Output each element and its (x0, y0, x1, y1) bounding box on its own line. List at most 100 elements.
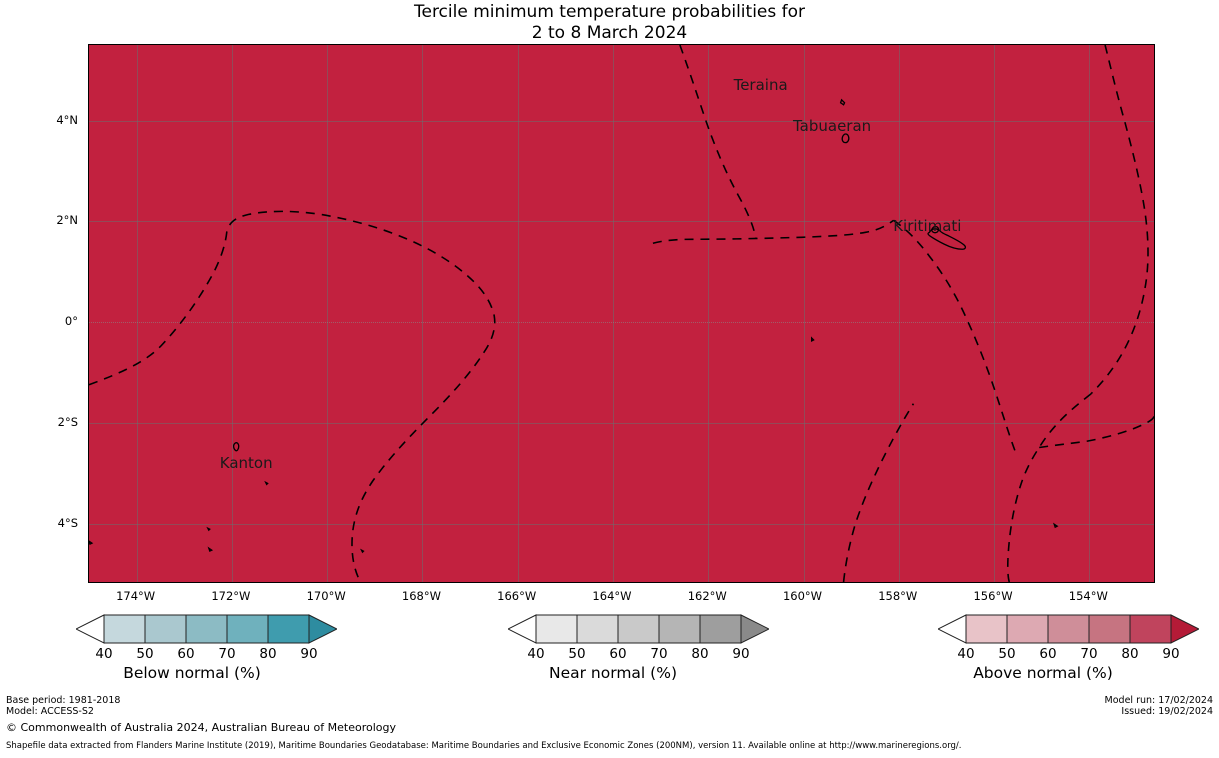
colorbar-bar-below (8, 614, 338, 646)
colorbar-high-cap (308, 614, 337, 644)
footer-left: Base period: 1981-2018 Model: ACCESS-S2 (6, 695, 120, 717)
colorbar-segment (658, 614, 701, 644)
colorbar-tick-label: 70 (650, 646, 668, 662)
colorbar-low-cap (76, 614, 105, 644)
horizontal-gridline (89, 422, 1154, 424)
island-small-3 (360, 548, 365, 554)
vertical-gridline (327, 45, 329, 582)
x-tick-label: 154°W (1068, 589, 1108, 603)
island-kiritimati (927, 228, 967, 250)
colorbar-tick-label: 60 (1039, 646, 1057, 662)
colorbar-tick-label: 50 (136, 646, 154, 662)
colorbar-tick-label: 90 (732, 646, 750, 662)
vertical-gridline (994, 45, 996, 582)
colorbar-segment (699, 614, 742, 644)
colorbar-svg-above (938, 614, 1199, 644)
place-label-tabuaeran: Tabuaeran (792, 116, 872, 135)
horizontal-gridline (89, 221, 1154, 223)
colorbar-segment (185, 614, 228, 644)
footer-right: Model run: 17/02/2024 Issued: 19/02/2024 (1105, 695, 1213, 717)
colorbar-tick-label: 60 (177, 646, 195, 662)
colorbar-bar-near (448, 614, 769, 646)
colorbar-tick-label: 90 (1162, 646, 1180, 662)
colorbar-segment (103, 614, 146, 644)
vertical-gridline (422, 45, 424, 582)
eez-boundary-northeast (679, 45, 757, 239)
colorbar-ticks-near: 40 50 60 70 80 90 (448, 646, 750, 662)
vertical-gridline (612, 45, 614, 582)
island-small-2 (206, 526, 211, 532)
colorbar-segment (1088, 614, 1131, 644)
colorbar-svg-below (76, 614, 337, 644)
colorbar-segment (1006, 614, 1049, 644)
colorbar-bar-above (878, 614, 1199, 646)
x-tick-label: 162°W (687, 589, 727, 603)
y-tick-label: 4°S (57, 515, 78, 530)
x-tick-label: 158°W (878, 589, 918, 603)
colorbar-tick-label: 50 (998, 646, 1016, 662)
colorbar-tick-label: 40 (527, 646, 545, 662)
title-line-1: Tercile minimum temperature probabilitie… (413, 2, 806, 22)
vertical-gridline (136, 45, 138, 582)
map-gridlines (89, 45, 1154, 582)
eez-boundary-group (89, 45, 1154, 582)
eez-boundary-east-lower (1006, 393, 1092, 582)
colorbar-svg-near (508, 614, 769, 644)
colorbar-segment (226, 614, 269, 644)
title-line-2: 2 to 8 March 2024 (531, 23, 688, 43)
island-small-4 (810, 336, 815, 342)
colorbar-segment (576, 614, 619, 644)
vertical-gridline (1089, 45, 1091, 582)
vertical-gridline (708, 45, 710, 582)
eez-boundary-southeast (893, 219, 1017, 452)
place-label-kanton: Kanton (219, 454, 273, 473)
colorbar-segment (617, 614, 660, 644)
colorbar-tick-label: 40 (957, 646, 975, 662)
footer-base-period: Base period: 1981-2018 (6, 695, 121, 706)
island-tabuaeran (841, 133, 850, 144)
footer-model-run: Model run: 17/02/2024 (1104, 695, 1213, 706)
colorbar-ticks-above: 40 50 60 70 80 90 (878, 646, 1180, 662)
eez-boundary-kiribati-line (652, 219, 894, 245)
eez-boundary-south-dip (842, 403, 915, 582)
colorbar-tick-label: 60 (609, 646, 627, 662)
island-kanton (232, 442, 240, 452)
colorbar-tick-label: 80 (691, 646, 709, 662)
y-tick-label: 0° (64, 314, 78, 329)
colorbar-tick-label: 70 (218, 646, 236, 662)
colorbar-tick-label: 70 (1080, 646, 1098, 662)
colorbar-segment (144, 614, 187, 644)
horizontal-gridline (89, 120, 1154, 122)
map-plot-area[interactable]: Teraina Tabuaeran Kiritimati Kanton (88, 44, 1155, 583)
place-label-kiritimati: Kiritimati (893, 217, 962, 236)
eez-boundary-north (89, 210, 496, 582)
colorbar-tick-label: 90 (300, 646, 318, 662)
colorbar-below: 40 50 60 70 80 90 Below normal (%) (8, 614, 338, 682)
colorbar-segment (267, 614, 310, 644)
colorbar-title-near: Near normal (%) (549, 664, 677, 682)
colorbar-tick-label: 40 (95, 646, 113, 662)
map-vector-layer (89, 45, 1154, 582)
colorbar-high-cap (1170, 614, 1199, 644)
island-mckean (264, 480, 269, 486)
x-tick-label: 168°W (401, 589, 441, 603)
island-small-1 (207, 546, 214, 553)
x-tick-label: 172°W (211, 589, 251, 603)
colorbar-segment (1047, 614, 1090, 644)
footer-issued: Issued: 19/02/2024 (1121, 706, 1213, 717)
colorbar-high-cap (740, 614, 769, 644)
colorbar-above: 40 50 60 70 80 90 Above normal (%) (878, 614, 1199, 682)
y-tick-label: 2°N (56, 213, 78, 228)
x-tick-label: 170°W (306, 589, 346, 603)
island-outline-group (89, 98, 1059, 554)
colorbar-segment (535, 614, 578, 644)
eez-boundary-east-branch (1039, 415, 1154, 449)
island-kiritimati-lagoon (931, 225, 940, 234)
page-title: Tercile minimum temperature probabilitie… (0, 2, 1219, 44)
colorbar-ticks-below: 40 50 60 70 80 90 (8, 646, 338, 662)
footer-shapefile-attribution: Shapefile data extracted from Flanders M… (6, 741, 962, 751)
vertical-gridline (231, 45, 233, 582)
x-tick-label: 166°W (497, 589, 537, 603)
eez-boundary-east-arc (1090, 45, 1149, 395)
colorbar-low-cap (508, 614, 537, 644)
